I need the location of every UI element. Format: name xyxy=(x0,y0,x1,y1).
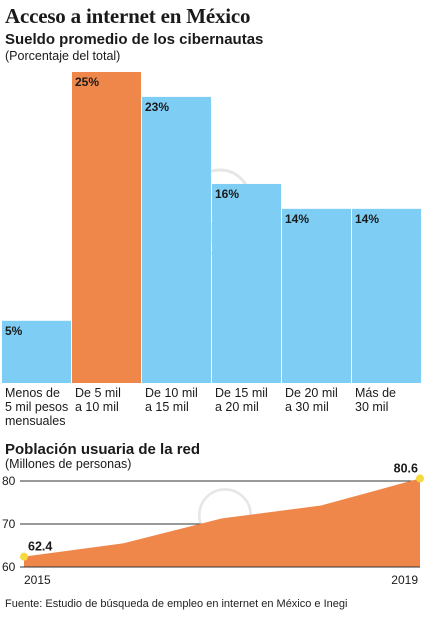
category-label-line: De 20 mil xyxy=(285,386,338,400)
data-point-2015 xyxy=(20,552,28,561)
category-label-line: a 20 mil xyxy=(215,400,259,414)
category-label-5: Más de 30 mil xyxy=(355,386,396,414)
bar-4 xyxy=(282,208,351,383)
category-label-0: Menos de 5 mil pesos mensuales xyxy=(5,386,68,428)
bar-value-label-0: 5% xyxy=(5,324,23,338)
category-label-1: De 5 mil a 10 mil xyxy=(75,386,121,414)
source-note: Fuente: Estudio de búsqueda de empleo en… xyxy=(5,598,348,610)
category-label-line: De 5 mil xyxy=(75,386,121,400)
category-label-2: De 10 mil a 15 mil xyxy=(145,386,198,414)
users-area xyxy=(24,478,420,567)
y-tick-label-70: 70 xyxy=(2,517,16,531)
category-label-line: a 30 mil xyxy=(285,400,329,414)
bar-1 xyxy=(72,72,141,383)
x-tick-label-2015: 2015 xyxy=(24,573,51,587)
bar-value-label-3: 16% xyxy=(215,187,239,201)
y-tick-label-80: 80 xyxy=(2,474,16,488)
chart1-subtitle: Sueldo promedio de los cibernautas xyxy=(5,31,264,48)
category-label-line: De 15 mil xyxy=(215,386,268,400)
bar-value-label-2: 23% xyxy=(145,100,169,114)
bar-5 xyxy=(352,208,421,383)
data-point-2019 xyxy=(416,474,424,483)
category-label-line: 5 mil pesos xyxy=(5,400,69,414)
category-label-line: a 15 mil xyxy=(145,400,189,414)
bar-value-label-4: 14% xyxy=(285,212,309,226)
data-label-2019: 80.6 xyxy=(394,461,418,475)
category-label-line: Más de xyxy=(355,386,396,400)
bar-3 xyxy=(212,183,281,383)
category-label-line: a 10 mil xyxy=(75,400,119,414)
chart1-unit-note: (Porcentaje del total) xyxy=(5,49,121,63)
data-label-2015: 62.4 xyxy=(28,540,52,554)
category-label-line: 30 mil xyxy=(355,400,389,414)
x-tick-label-2019: 2019 xyxy=(391,573,418,587)
category-label-line: De 10 mil xyxy=(145,386,198,400)
bar-value-label-1: 25% xyxy=(75,75,99,89)
chart2-subtitle: Población usuaria de la red xyxy=(5,441,201,458)
category-label-3: De 15 mil a 20 mil xyxy=(215,386,268,414)
bar-2 xyxy=(142,96,211,383)
y-tick-label-60: 60 xyxy=(2,560,16,574)
chart2-unit-note: (Millones de personas) xyxy=(5,457,132,471)
category-label-line: Menos de xyxy=(5,386,60,400)
category-label-line: mensuales xyxy=(5,414,66,428)
salary-bar-chart: 5% 25% 23% 16% 14% 14% xyxy=(2,72,421,383)
category-label-4: De 20 mil a 30 mil xyxy=(285,386,338,414)
bar-0 xyxy=(2,320,71,383)
page-title: Acceso a internet en México xyxy=(5,4,251,28)
bar-value-label-5: 14% xyxy=(355,212,379,226)
